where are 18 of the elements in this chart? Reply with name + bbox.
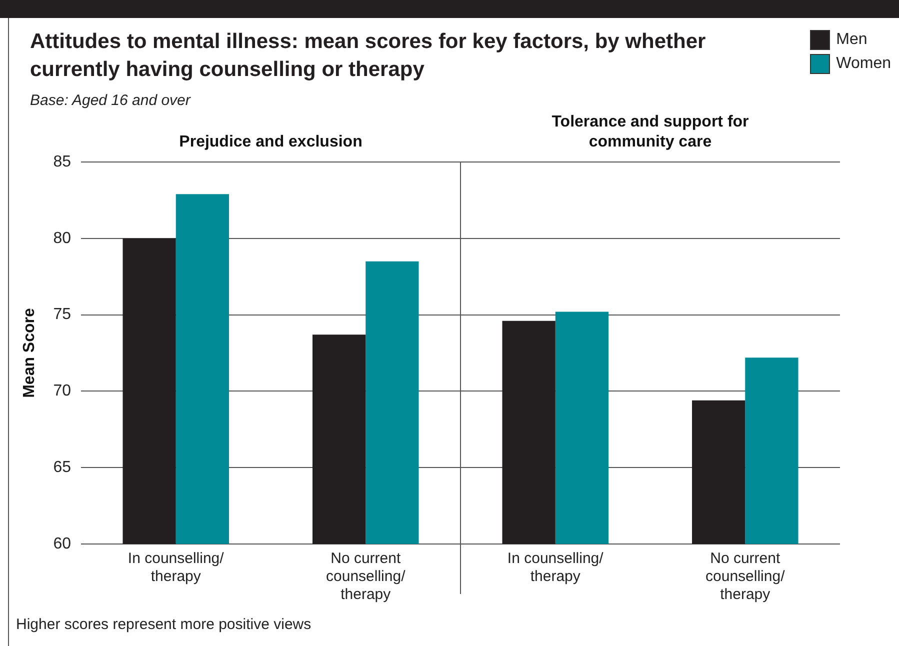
x-tick-label: No current counselling/ therapy (706, 550, 786, 604)
y-tick-label: 70 (53, 382, 72, 400)
text: Tolerance and support for community care (552, 113, 749, 150)
text: Higher scores represent more positive views (16, 616, 312, 633)
y-tick-label: 60 (53, 535, 72, 552)
y-tick-label: 80 (53, 230, 72, 247)
y-tick-label: 85 (53, 153, 72, 170)
legend-label: Men (836, 31, 868, 49)
y-tick-label: 65 (53, 459, 72, 476)
y-axis-title: Mean Score (21, 308, 38, 398)
chart-title: Attitudes to mental illness: mean scores for key factors, by whether currently having counselling or therapy (30, 29, 707, 83)
x-tick-label: In counselling/ therapy (128, 550, 225, 586)
x-tick-label: In counselling/ therapy (507, 550, 604, 586)
text: Prejudice and exclusion (179, 133, 362, 150)
chart-subtitle: Base: Aged 16 and over (30, 92, 190, 109)
legend-label: Women (836, 55, 891, 73)
y-tick-label: 75 (53, 306, 72, 324)
x-tick-label: No current counselling/ therapy (326, 550, 406, 604)
